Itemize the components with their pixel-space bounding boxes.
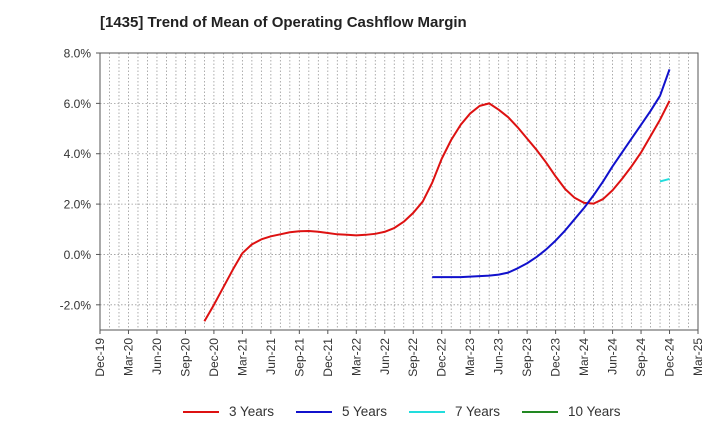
series-line-7-years bbox=[659, 177, 670, 183]
x-tick-label: Jun-21 bbox=[264, 338, 278, 375]
series-line-5-years bbox=[432, 69, 671, 279]
x-tick-label: Jun-20 bbox=[150, 338, 164, 375]
legend-item: 3 Years bbox=[183, 404, 274, 419]
y-tick-label: 4.0% bbox=[64, 147, 92, 161]
x-tick-label: Mar-25 bbox=[691, 338, 705, 376]
y-tick-label: 8.0% bbox=[64, 47, 92, 61]
x-tick-label: Dec-24 bbox=[663, 338, 677, 377]
legend-label: 3 Years bbox=[229, 404, 275, 419]
x-tick-label: Jun-23 bbox=[492, 338, 506, 375]
x-tick-label: Jun-24 bbox=[606, 338, 620, 375]
x-tick-label: Mar-24 bbox=[577, 338, 591, 376]
x-tick-label: Sep-20 bbox=[178, 338, 192, 377]
legend-swatch bbox=[522, 410, 558, 413]
series-lines bbox=[203, 69, 671, 322]
legend-label: 10 Years bbox=[568, 404, 621, 419]
x-tick-label: Sep-23 bbox=[520, 338, 534, 377]
legend-swatch bbox=[409, 410, 445, 413]
x-tick-label: Mar-21 bbox=[235, 338, 249, 376]
y-tick-label: -2.0% bbox=[60, 298, 92, 312]
plot-frame bbox=[99, 52, 699, 331]
legend-label: 5 Years bbox=[342, 404, 388, 419]
legend-item: 10 Years bbox=[522, 404, 621, 419]
y-tick-label: 2.0% bbox=[64, 198, 92, 212]
x-tick-label: Mar-23 bbox=[463, 338, 477, 376]
x-tick-label: Mar-22 bbox=[349, 338, 363, 376]
x-tick-label: Dec-19 bbox=[93, 338, 107, 377]
y-tick-label: 6.0% bbox=[64, 97, 92, 111]
legend-swatch bbox=[183, 410, 219, 413]
x-tick-label: Dec-21 bbox=[321, 338, 335, 377]
axes: -2.0% 0.0% 2.0% 4.0% 6.0% 8.0% Dec-19 Mar-20 Jun… bbox=[60, 47, 705, 377]
chart-legend: 3 Years 5 Years 7 Years 10 Years bbox=[0, 404, 720, 426]
x-tick-label: Mar-20 bbox=[121, 338, 135, 376]
x-tick-label: Dec-20 bbox=[207, 338, 221, 377]
x-tick-label: Sep-21 bbox=[292, 338, 306, 377]
x-tick-label: Sep-22 bbox=[406, 338, 420, 377]
legend-swatch bbox=[296, 410, 332, 413]
x-tick-label: Dec-22 bbox=[435, 338, 449, 377]
legend-item: 5 Years bbox=[296, 404, 387, 419]
grid-lines bbox=[100, 52, 698, 330]
x-tick-label: Jun-22 bbox=[378, 338, 392, 375]
legend-item: 7 Years bbox=[409, 404, 500, 419]
chart-title: [1435] Trend of Mean of Operating Cashfl… bbox=[100, 14, 467, 31]
legend-label: 7 Years bbox=[455, 404, 501, 419]
x-tick-label: Dec-23 bbox=[549, 338, 563, 377]
series-line-3-years bbox=[203, 100, 671, 322]
x-tick-label: Sep-24 bbox=[634, 338, 648, 377]
y-tick-label: 0.0% bbox=[64, 248, 92, 262]
